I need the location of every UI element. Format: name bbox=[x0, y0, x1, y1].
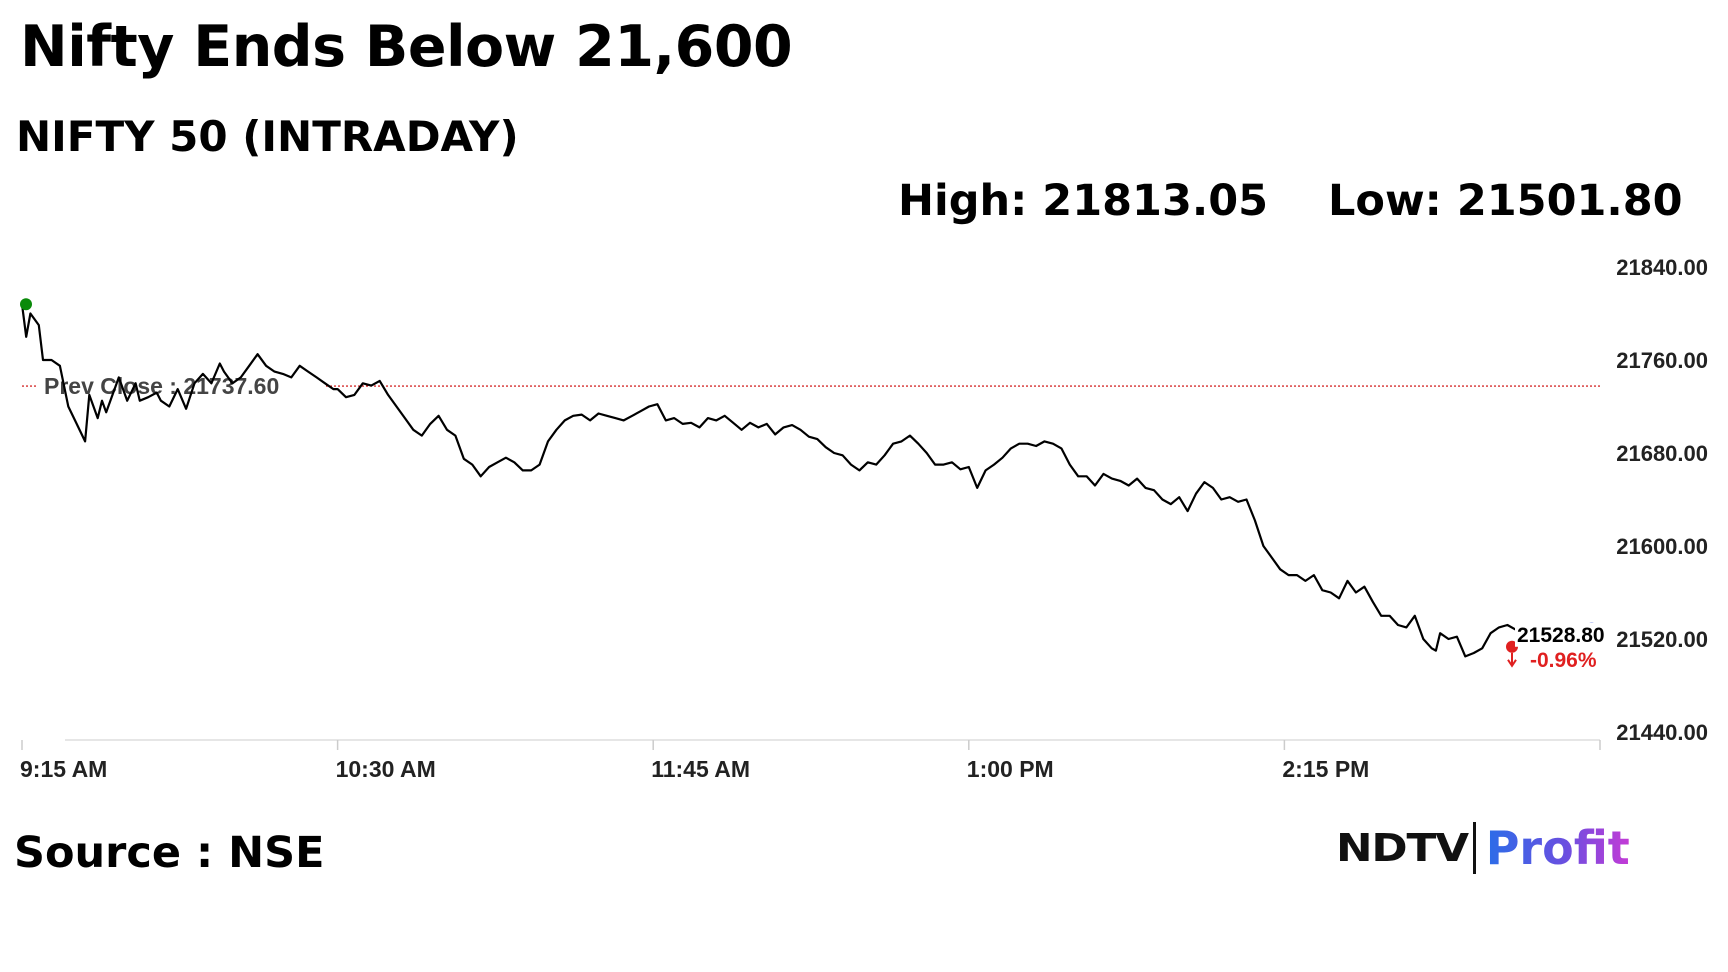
x-tick-label: 11:45 AM bbox=[651, 756, 750, 782]
ndtv-profit-logo: NDTV Profit bbox=[1336, 818, 1630, 878]
start-marker bbox=[20, 298, 32, 311]
logo-divider bbox=[1472, 822, 1476, 874]
y-tick-label: 21760.00 bbox=[1616, 348, 1708, 373]
y-tick-label: 21840.00 bbox=[1616, 255, 1708, 280]
prev-close-label-bg bbox=[38, 366, 326, 397]
y-tick-label: 21520.00 bbox=[1616, 627, 1708, 652]
prev-close-line-group: Prev Close : 21737.60 bbox=[22, 366, 1600, 399]
headline: Nifty Ends Below 21,600 bbox=[20, 14, 793, 80]
logo-profit-text: Profit bbox=[1485, 821, 1630, 875]
x-tick-label: 9:15 AM bbox=[20, 756, 107, 782]
y-tick-label: 21680.00 bbox=[1616, 441, 1708, 466]
day-low-label: Low: 21501.80 bbox=[1328, 176, 1683, 226]
day-high-label: High: 21813.05 bbox=[898, 176, 1269, 226]
last-price-label-bg bbox=[1515, 622, 1609, 647]
x-tick-label: 1:00 PM bbox=[967, 756, 1054, 782]
price-line bbox=[20, 304, 1592, 658]
source-note: Source : NSE bbox=[14, 828, 325, 878]
chart-subtitle: NIFTY 50 (INTRADAY) bbox=[16, 112, 519, 161]
down-arrow-icon bbox=[1507, 652, 1517, 668]
x-tick-label: 10:30 AM bbox=[336, 756, 436, 782]
price-series bbox=[20, 304, 1592, 658]
prev-close-label: Prev Close : 21737.60 bbox=[44, 373, 279, 399]
x-axis: 9:15 AM 10:30 AM 11:45 AM 1:00 PM 2:15 PM bbox=[20, 739, 1601, 782]
logo-ndtv-text: NDTV bbox=[1336, 826, 1469, 870]
markers: 21528.80-0.96% bbox=[20, 298, 1609, 672]
y-tick-label: 21600.00 bbox=[1616, 534, 1708, 559]
y-tick-label: 21440.00 bbox=[1616, 720, 1708, 745]
last-price-label: 21528.80 bbox=[1517, 624, 1605, 647]
change-percent-label: -0.96% bbox=[1530, 649, 1597, 672]
y-axis: 21840.00 21760.00 21680.00 21600.00 21520.00… bbox=[1616, 255, 1708, 745]
x-tick-label: 2:15 PM bbox=[1282, 756, 1369, 782]
